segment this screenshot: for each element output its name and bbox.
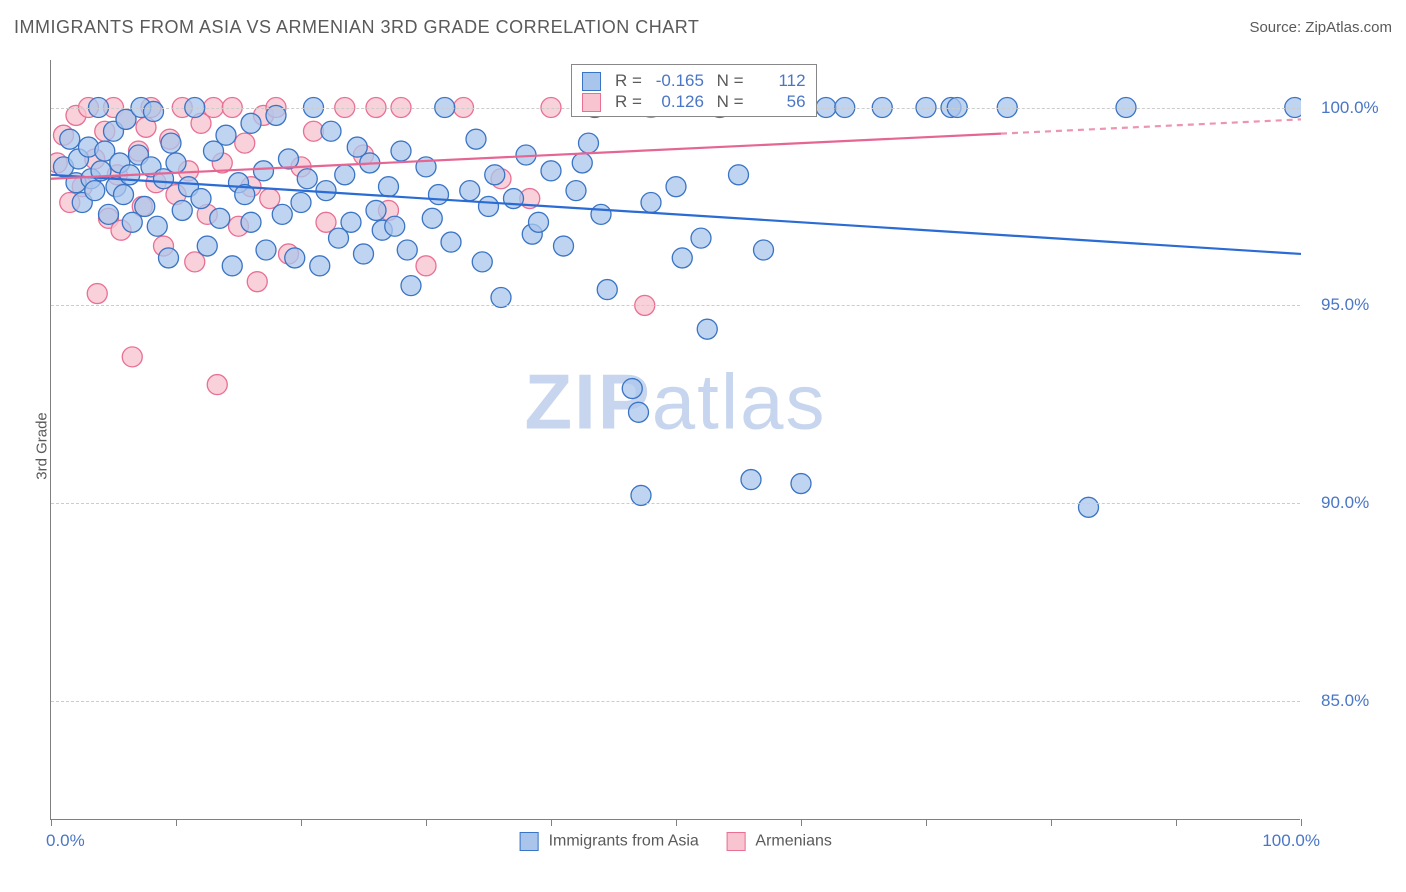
y-tick-label: 85.0% bbox=[1321, 691, 1369, 711]
stat-swatch-asia bbox=[582, 72, 601, 91]
stat-row-asia: R =-0.165 N =112 bbox=[582, 71, 806, 91]
chart-header: IMMIGRANTS FROM ASIA VS ARMENIAN 3RD GRA… bbox=[14, 12, 1392, 42]
chart-title: IMMIGRANTS FROM ASIA VS ARMENIAN 3RD GRA… bbox=[14, 17, 699, 38]
y-tick-label: 95.0% bbox=[1321, 295, 1369, 315]
legend-swatch-asia bbox=[519, 832, 538, 851]
legend-swatch-armenians bbox=[727, 832, 746, 851]
plot-svg bbox=[51, 60, 1301, 820]
stat-row-armenians: R =0.126 N =56 bbox=[582, 92, 806, 112]
y-tick-label: 90.0% bbox=[1321, 493, 1369, 513]
y-tick-label: 100.0% bbox=[1321, 98, 1379, 118]
x-axis-min-label: 0.0% bbox=[46, 831, 85, 851]
plot-area: ZIPatlas 85.0%90.0%95.0%100.0% 0.0% 100.… bbox=[50, 60, 1300, 820]
legend-item-asia: Immigrants from Asia bbox=[519, 832, 699, 851]
stat-swatch-armenians bbox=[582, 93, 601, 112]
legend-item-armenians: Armenians bbox=[727, 832, 832, 851]
stat-box: R =-0.165 N =112 R =0.126 N =56 bbox=[571, 64, 817, 117]
bottom-legend: Immigrants from Asia Armenians bbox=[519, 832, 832, 851]
y-axis-label: 3rd Grade bbox=[33, 412, 50, 480]
x-axis-max-label: 100.0% bbox=[1262, 831, 1320, 851]
chart-source: Source: ZipAtlas.com bbox=[1249, 19, 1392, 36]
